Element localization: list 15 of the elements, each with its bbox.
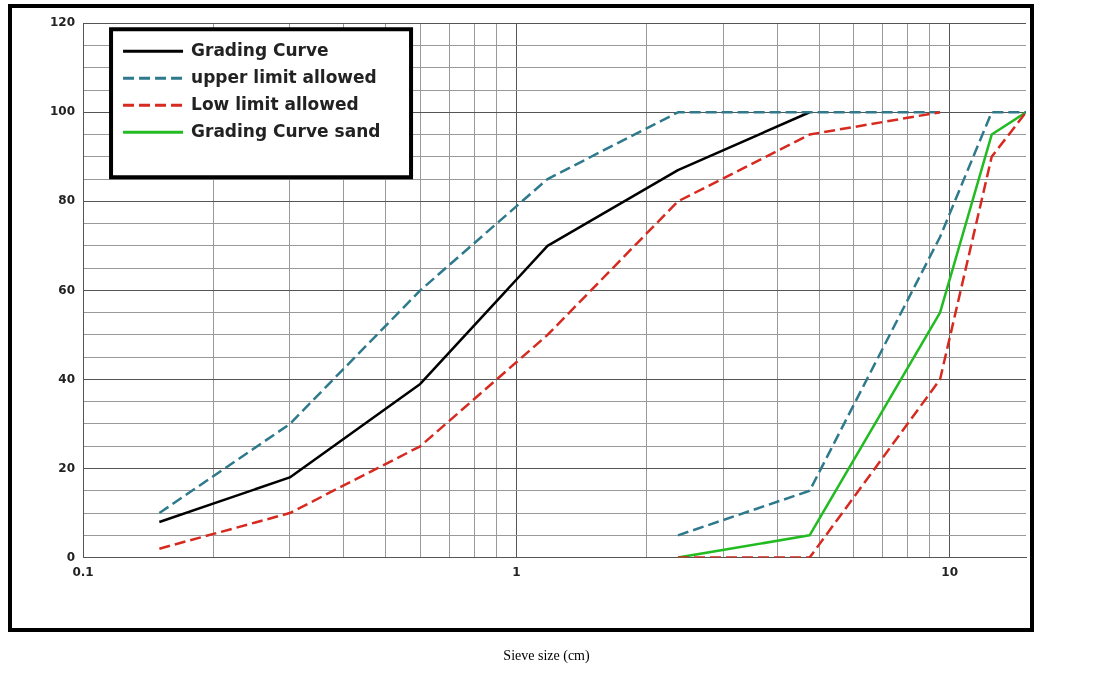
legend-label: Grading Curve sand xyxy=(191,120,381,141)
y-tick-label: 20 xyxy=(58,460,76,475)
y-tick-label: 40 xyxy=(58,371,76,386)
legend-label: upper limit allowed xyxy=(191,66,377,87)
y-tick-label: 80 xyxy=(58,193,76,208)
x-axis-title: Sieve size (cm) xyxy=(502,648,591,664)
x-tick-label: 1 xyxy=(512,564,521,579)
y-tick-label: 100 xyxy=(49,104,76,119)
legend-label: Grading Curve xyxy=(191,39,329,60)
legend-label: Low limit allowed xyxy=(191,93,359,114)
x-tick-label: 0.1 xyxy=(72,564,94,579)
y-tick-label: 0 xyxy=(66,549,76,564)
x-tick-label: 10 xyxy=(941,564,959,579)
y-tick-label: 60 xyxy=(58,282,76,297)
y-tick-label: 120 xyxy=(49,15,76,30)
